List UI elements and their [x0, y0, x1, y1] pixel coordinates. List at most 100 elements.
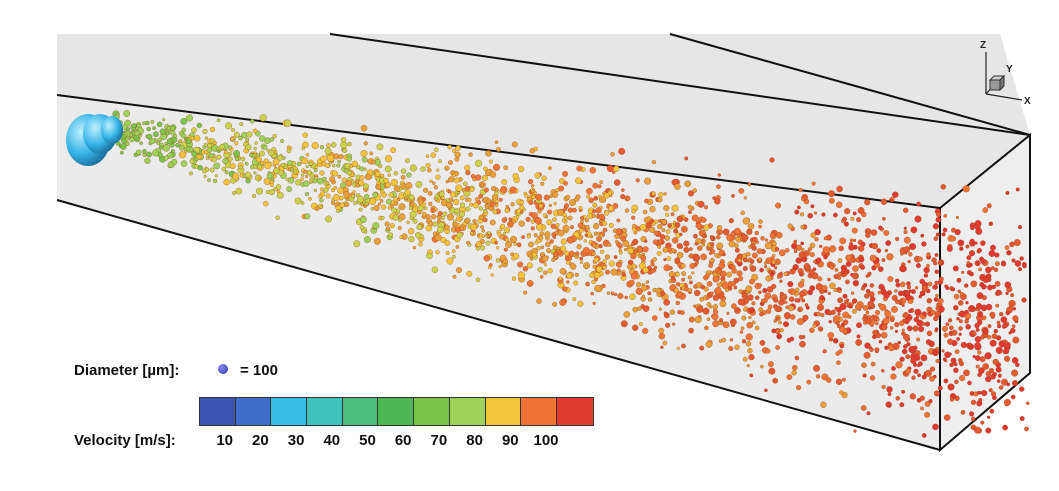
diameter-legend-value: = 100	[240, 362, 278, 379]
particle	[821, 373, 829, 381]
particle	[970, 280, 978, 288]
particle	[737, 298, 745, 306]
particle	[719, 318, 723, 322]
particle	[842, 216, 847, 222]
particle	[704, 325, 709, 331]
particle	[845, 261, 852, 267]
particle	[644, 239, 648, 243]
particle	[180, 160, 188, 167]
particle	[999, 311, 1004, 317]
particle	[1011, 357, 1019, 364]
particle	[351, 160, 358, 168]
particle	[1014, 260, 1022, 267]
particle	[651, 160, 656, 165]
particle	[996, 320, 1001, 325]
particle	[892, 342, 900, 350]
particle	[801, 247, 805, 252]
particle	[953, 293, 960, 300]
particle	[687, 275, 692, 280]
particle	[1018, 267, 1022, 272]
particle	[332, 170, 339, 177]
particle	[344, 202, 350, 207]
particle	[306, 169, 312, 176]
particle	[975, 227, 983, 235]
particle	[934, 327, 939, 331]
particle	[689, 263, 696, 269]
particle	[956, 277, 962, 283]
particle	[563, 180, 568, 186]
particle	[1011, 369, 1019, 377]
particle	[537, 267, 543, 273]
particle	[1010, 394, 1016, 400]
particle	[773, 297, 779, 303]
particle	[758, 219, 763, 224]
particle	[250, 119, 255, 124]
particle	[602, 265, 607, 270]
particle	[736, 233, 741, 238]
particle	[592, 182, 599, 189]
particle	[444, 240, 451, 246]
particle	[976, 302, 983, 310]
particle	[932, 349, 939, 357]
particle	[948, 325, 954, 331]
particle	[977, 350, 982, 355]
particle	[510, 252, 514, 257]
particle	[559, 299, 566, 306]
particle	[494, 199, 499, 204]
particle	[541, 255, 549, 262]
particle	[231, 128, 235, 132]
particle	[952, 265, 959, 272]
particle	[878, 225, 883, 230]
particle	[748, 315, 752, 320]
particle	[617, 268, 621, 272]
particle	[710, 291, 714, 296]
particle	[738, 188, 745, 194]
particle	[812, 259, 817, 264]
particle	[663, 258, 667, 262]
particle	[384, 155, 392, 163]
particle	[712, 294, 720, 301]
particle	[958, 360, 962, 365]
particle	[142, 121, 146, 126]
particle	[718, 262, 726, 269]
particle	[821, 284, 828, 291]
particle	[595, 265, 603, 273]
particle	[483, 187, 489, 193]
particle	[375, 184, 382, 191]
particle	[159, 142, 164, 147]
particle	[767, 361, 774, 368]
axis-x-label: X	[1024, 96, 1031, 107]
particle	[864, 293, 870, 299]
particle	[336, 163, 341, 168]
particle	[729, 318, 737, 326]
particle	[304, 192, 309, 197]
particle	[492, 209, 498, 215]
particle	[398, 218, 402, 223]
particle	[867, 271, 872, 276]
particle	[748, 307, 755, 313]
particle	[477, 233, 481, 237]
particle	[974, 355, 981, 361]
particle	[954, 379, 959, 385]
particle	[960, 341, 967, 349]
particle	[488, 159, 493, 164]
colorbar-swatch	[485, 398, 522, 425]
particle	[259, 150, 265, 157]
particle	[542, 213, 547, 218]
particle	[213, 162, 221, 170]
particle	[262, 200, 269, 207]
particle	[837, 258, 843, 263]
particle	[947, 383, 955, 391]
particle	[808, 269, 815, 276]
particle	[811, 181, 816, 186]
particle	[890, 373, 897, 380]
particle	[572, 297, 577, 302]
particle	[740, 210, 745, 216]
particle	[860, 286, 865, 291]
particle	[497, 232, 502, 237]
particle	[709, 257, 715, 263]
particle	[125, 127, 131, 132]
particle	[1012, 336, 1020, 344]
velocity-tick: 20	[252, 432, 269, 449]
particle	[346, 156, 352, 162]
